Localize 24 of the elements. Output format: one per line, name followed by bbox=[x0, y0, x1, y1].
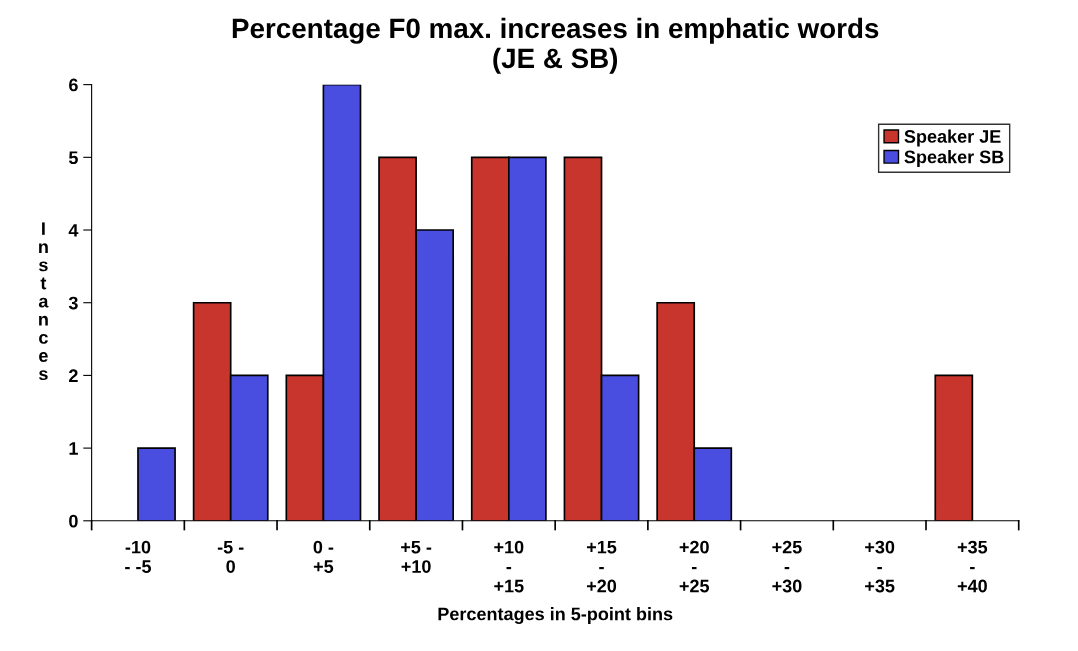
chart-title: Percentage F0 max. increases in emphatic words (JE & SB) bbox=[232, 17, 879, 74]
y-tick-label: 0 bbox=[69, 514, 78, 528]
x-tick-label: +15 - +20 bbox=[586, 540, 617, 593]
legend-label: Speaker SB bbox=[904, 150, 1004, 167]
x-tick-label: 0 - +5 bbox=[313, 540, 334, 573]
y-tick-label: 5 bbox=[68, 151, 78, 165]
x-tick-label: +10 - +15 bbox=[494, 540, 524, 593]
y-tick-label: 6 bbox=[69, 78, 78, 92]
x-tick-label: +35 - +40 bbox=[957, 540, 988, 593]
y-tick-label: 3 bbox=[68, 296, 78, 310]
x-tick-label: +25 - +30 bbox=[772, 540, 802, 593]
y-tick-label: 2 bbox=[69, 369, 78, 382]
y-tick-label: 4 bbox=[68, 224, 79, 237]
bar bbox=[934, 374, 974, 521]
x-tick-label: +30 - +35 bbox=[865, 540, 895, 593]
x-tick-label: +5 - +10 bbox=[401, 540, 432, 573]
x-tick-label: -10 - -5 bbox=[125, 540, 152, 573]
text: Instances bbox=[38, 222, 49, 381]
legend-label: Speaker JE bbox=[904, 129, 1001, 147]
x-axis-title: Percentages in 5-point bins bbox=[438, 607, 673, 624]
bar bbox=[137, 447, 176, 521]
y-tick-label: 1 bbox=[69, 442, 78, 455]
x-tick-label: -5 - 0 bbox=[217, 540, 244, 573]
x-tick-label: +20 - +25 bbox=[679, 540, 710, 593]
